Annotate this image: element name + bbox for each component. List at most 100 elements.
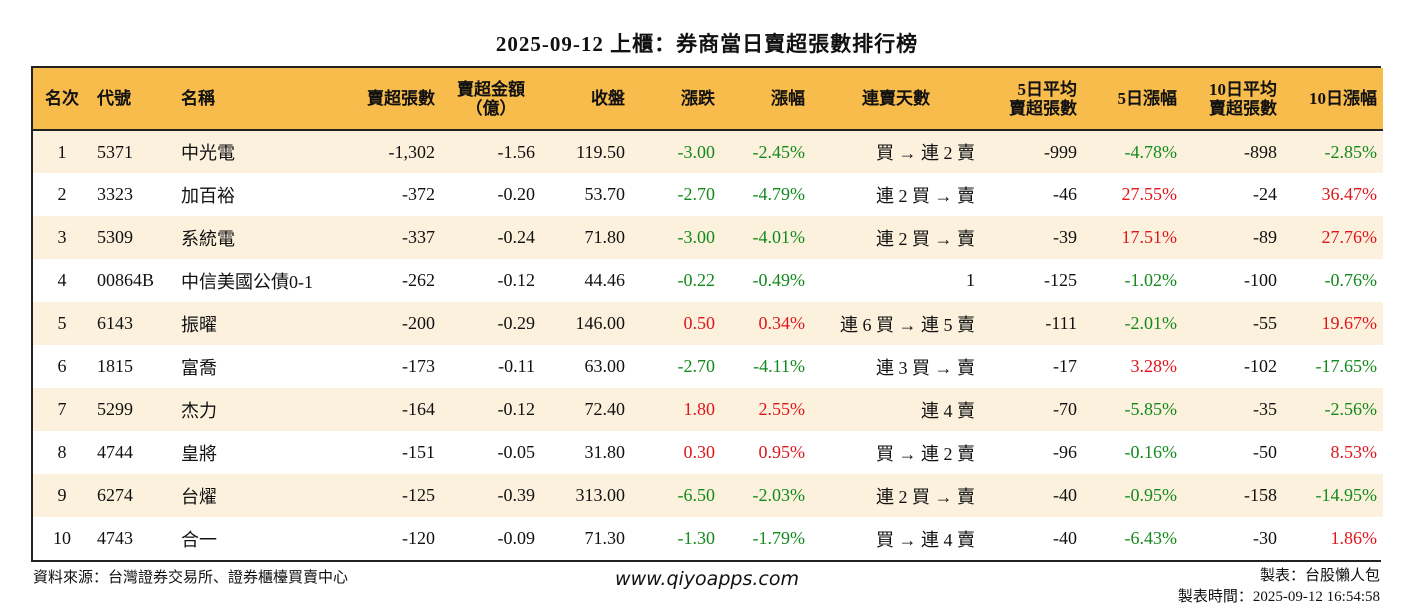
table-header-row: 名次 代號 名稱 賣超張數 賣超金額 （億） 收盤 漲跌 漲幅 連賣天數 5日平… bbox=[33, 68, 1383, 130]
header-avg10-line1: 10日平均 bbox=[1209, 79, 1277, 99]
table-row: 10 4743 合一 -120 -0.09 71.30 -1.30 -1.79% 買 → 連 4… bbox=[33, 517, 1383, 560]
rank-cell: 4 bbox=[57, 270, 67, 290]
table-row: 1 5371 中光電 -1,302 -1.56 119.50 -3.00 -2.45% 買 → … bbox=[33, 130, 1383, 173]
streak-cell: 連 3 買 → 賣 bbox=[876, 357, 975, 378]
rank-cell: 3 bbox=[57, 227, 67, 247]
pct10-cell: 27.76% bbox=[1321, 227, 1378, 247]
net-sell-amount-cell: -0.05 bbox=[497, 442, 536, 462]
pct10-cell: -2.56% bbox=[1324, 399, 1378, 419]
close-cell: 71.30 bbox=[584, 528, 626, 548]
page-title: 2025-09-12 上櫃：券商當日賣超張數排行榜 bbox=[495, 32, 919, 56]
header-net-sell-amount: 賣超金額 （億） bbox=[441, 68, 541, 130]
change-pct-cell: -2.45% bbox=[752, 141, 806, 162]
avg10-cell: -102 bbox=[1244, 356, 1277, 376]
author-credit: 製表：台股懶人包 bbox=[1259, 568, 1380, 584]
pct5-cell: -5.85% bbox=[1124, 399, 1178, 419]
avg10-cell: -898 bbox=[1244, 141, 1277, 162]
header-avg10: 10日平均 賣超張數 bbox=[1183, 68, 1283, 130]
avg10-cell: -50 bbox=[1253, 442, 1277, 462]
change-cell: 0.30 bbox=[683, 442, 716, 462]
avg10-cell: -158 bbox=[1244, 485, 1277, 505]
rank-cell: 2 bbox=[57, 184, 67, 204]
table-row: 7 5299 杰力 -164 -0.12 72.40 1.80 2.55% 連 4 賣 -70 -5… bbox=[33, 388, 1383, 431]
code-cell: 5309 bbox=[97, 227, 133, 247]
net-sell-lots-cell: -372 bbox=[402, 184, 435, 204]
pct5-cell: -0.95% bbox=[1124, 485, 1178, 505]
rank-cell: 10 bbox=[53, 528, 71, 548]
streak-cell: 連 2 買 → 賣 bbox=[876, 486, 975, 507]
net-sell-lots-cell: -125 bbox=[402, 485, 435, 505]
change-cell: -6.50 bbox=[677, 485, 716, 505]
code-cell: 5371 bbox=[97, 141, 133, 162]
rank-cell: 6 bbox=[57, 356, 67, 376]
code-cell: 1815 bbox=[97, 356, 133, 376]
header-net-sell-amount-line2: （億） bbox=[465, 98, 517, 118]
change-pct-cell: -0.49% bbox=[752, 270, 806, 290]
name-cell: 台燿 bbox=[181, 486, 217, 507]
avg5-cell: -46 bbox=[1053, 184, 1077, 204]
avg10-cell: -30 bbox=[1253, 528, 1277, 548]
avg5-cell: -999 bbox=[1044, 141, 1077, 162]
net-sell-lots-cell: -337 bbox=[402, 227, 435, 247]
table-row: 2 3323 加百裕 -372 -0.20 53.70 -2.70 -4.79% 連 2 買 →… bbox=[33, 173, 1383, 216]
streak-cell: 買 → 連 2 賣 bbox=[876, 443, 975, 464]
pct10-cell: 8.53% bbox=[1330, 442, 1378, 462]
streak-cell: 連 2 買 → 賣 bbox=[876, 228, 975, 249]
change-pct-cell: -4.79% bbox=[752, 184, 806, 204]
header-code: 代號 bbox=[97, 89, 131, 108]
name-cell: 振曜 bbox=[181, 314, 217, 335]
name-cell: 系統電 bbox=[181, 228, 235, 249]
change-cell: -2.70 bbox=[677, 184, 716, 204]
name-cell: 皇將 bbox=[181, 443, 217, 464]
rank-cell: 5 bbox=[57, 313, 67, 333]
close-cell: 119.50 bbox=[576, 141, 625, 162]
header-avg10-line2: 賣超張數 bbox=[1209, 98, 1277, 118]
header-streak: 連賣天數 bbox=[862, 89, 930, 108]
streak-cell: 連 6 買 → 連 5 賣 bbox=[840, 314, 975, 335]
net-sell-lots-cell: -173 bbox=[402, 356, 435, 376]
net-sell-amount-cell: -0.29 bbox=[497, 313, 536, 333]
net-sell-lots-cell: -120 bbox=[402, 528, 435, 548]
pct10-cell: -14.95% bbox=[1315, 485, 1378, 505]
header-avg5: 5日平均 賣超張數 bbox=[981, 68, 1083, 130]
rank-cell: 8 bbox=[57, 442, 67, 462]
net-sell-amount-cell: -0.39 bbox=[497, 485, 536, 505]
table-row: 8 4744 皇將 -151 -0.05 31.80 0.30 0.95% 買 → 連 2 賣 -… bbox=[33, 431, 1383, 474]
name-cell: 加百裕 bbox=[181, 185, 235, 206]
rank-cell: 1 bbox=[57, 141, 67, 162]
net-sell-amount-cell: -0.11 bbox=[498, 356, 535, 376]
pct5-cell: 17.51% bbox=[1121, 227, 1178, 247]
avg5-cell: -96 bbox=[1053, 442, 1077, 462]
change-pct-cell: 2.55% bbox=[758, 399, 806, 419]
header-net-sell-amount-line1: 賣超金額 bbox=[457, 79, 525, 99]
code-cell: 4743 bbox=[97, 528, 133, 548]
table-row: 3 5309 系統電 -337 -0.24 71.80 -3.00 -4.01% 連 2 買 →… bbox=[33, 216, 1383, 259]
net-sell-amount-cell: -0.20 bbox=[497, 184, 536, 204]
header-change: 漲跌 bbox=[681, 89, 715, 108]
change-cell: 1.80 bbox=[683, 399, 716, 419]
code-cell: 6274 bbox=[97, 485, 133, 505]
name-cell: 中信美國公債0-1 bbox=[181, 271, 313, 292]
change-cell: -3.00 bbox=[677, 227, 716, 247]
pct5-cell: -4.78% bbox=[1124, 141, 1178, 162]
change-pct-cell: -2.03% bbox=[752, 485, 806, 505]
net-sell-amount-cell: -0.12 bbox=[497, 270, 536, 290]
pct10-cell: 1.86% bbox=[1330, 528, 1378, 548]
streak-cell: 連 4 賣 bbox=[921, 400, 975, 421]
code-cell: 00864B bbox=[97, 270, 155, 290]
pct10-cell: -0.76% bbox=[1324, 270, 1378, 290]
header-avg5-line2: 賣超張數 bbox=[1009, 98, 1077, 118]
change-cell: -0.22 bbox=[677, 270, 716, 290]
avg5-cell: -39 bbox=[1053, 227, 1077, 247]
pct5-cell: -1.02% bbox=[1124, 270, 1178, 290]
table-row: 6 1815 富喬 -173 -0.11 63.00 -2.70 -4.11% 連 3 買 → … bbox=[33, 345, 1383, 388]
net-sell-amount-cell: -1.56 bbox=[497, 141, 536, 162]
footer-credits: 製表：台股懶人包 製表時間：2025-09-12 16:54:58 bbox=[1178, 566, 1380, 608]
close-cell: 313.00 bbox=[575, 485, 626, 505]
net-sell-lots-cell: -262 bbox=[402, 270, 435, 290]
header-avg5-line1: 5日平均 bbox=[1017, 79, 1078, 99]
avg5-cell: -111 bbox=[1045, 313, 1077, 333]
avg10-cell: -24 bbox=[1253, 184, 1277, 204]
net-sell-lots-cell: -164 bbox=[402, 399, 435, 419]
website-link[interactable]: www.qiyoapps.com bbox=[615, 568, 799, 590]
